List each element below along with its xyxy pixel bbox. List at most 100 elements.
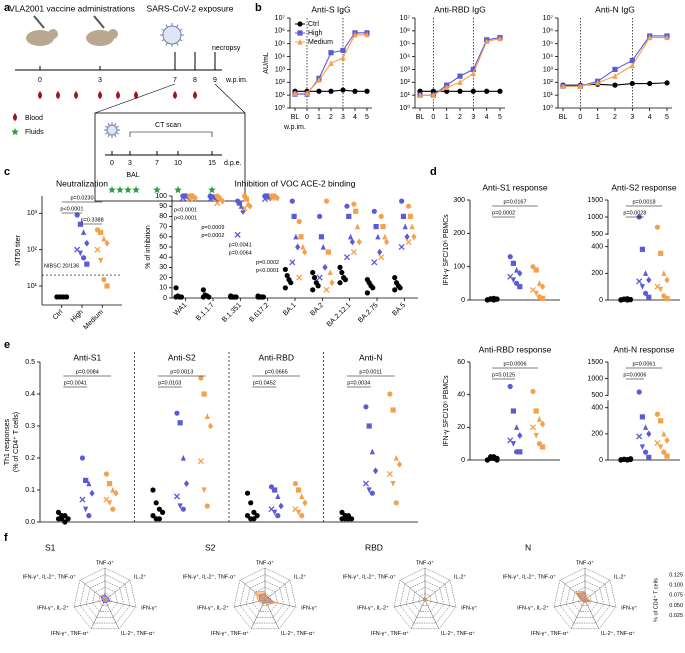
data-point xyxy=(510,408,516,414)
y-tick-label: 10⁴ xyxy=(542,53,553,60)
grid-ring xyxy=(418,593,432,607)
data-point xyxy=(494,457,500,463)
p-value: p=0.0061 xyxy=(632,361,655,367)
data-point xyxy=(612,82,618,88)
data-point xyxy=(533,432,539,439)
y-tick-label: 10³ xyxy=(275,66,286,73)
data-point xyxy=(198,375,204,381)
radar-axis xyxy=(393,599,426,608)
grid-ring xyxy=(258,593,272,607)
data-point xyxy=(62,513,68,519)
chart-title: Neutralization xyxy=(56,178,108,188)
fluid-star xyxy=(208,186,216,194)
x-tick-label: BL xyxy=(291,114,300,121)
data-point xyxy=(396,461,403,468)
data-point xyxy=(643,290,649,296)
data-point xyxy=(612,73,618,79)
data-point xyxy=(328,88,334,94)
data-point xyxy=(382,233,388,240)
fluid-star xyxy=(124,186,132,194)
data-point xyxy=(387,391,393,397)
data-point xyxy=(192,194,198,202)
data-point xyxy=(236,200,243,206)
data-point xyxy=(254,513,260,519)
data-point xyxy=(352,88,358,94)
axis-label: IFN-γ⁺ xyxy=(461,605,477,612)
data-point xyxy=(372,467,379,475)
data-point xyxy=(370,285,376,291)
data-point xyxy=(316,88,322,94)
data-point xyxy=(646,276,652,284)
data-point xyxy=(293,233,299,240)
data-point xyxy=(197,458,204,465)
data-point xyxy=(264,193,270,199)
axis-label: IFN-γ⁺, IL-2⁺, TNF-α⁺ xyxy=(343,573,396,580)
p-value: p=0.0002 xyxy=(201,233,224,239)
inset-link xyxy=(94,83,176,114)
chart-title: Anti-S IgG xyxy=(311,4,350,14)
x-tick-label: 0 xyxy=(578,114,582,121)
data-point xyxy=(639,246,645,252)
axis-label: IL-2⁺, TNF-α⁺ xyxy=(601,630,635,637)
data-point xyxy=(302,499,308,507)
data-point xyxy=(106,481,113,487)
panel-label: c xyxy=(4,166,10,178)
data-point xyxy=(173,285,179,291)
data-point xyxy=(318,234,325,240)
y-tick-label: 10⁰ xyxy=(399,104,410,112)
data-point xyxy=(315,283,321,289)
data-point xyxy=(536,416,542,422)
x-tick-label: Medium xyxy=(82,309,105,332)
data-point xyxy=(310,287,316,293)
p-value: p=0.0002 xyxy=(492,210,515,216)
fluid-star xyxy=(174,186,182,194)
data-point xyxy=(646,430,652,438)
blood-drop xyxy=(38,91,42,99)
data-point xyxy=(233,294,239,300)
data-point xyxy=(636,433,643,440)
data-point xyxy=(340,87,346,93)
p-value: p=0.0028 xyxy=(623,210,646,216)
x-tick-label: 2 xyxy=(458,114,462,121)
blood-drop xyxy=(116,91,120,99)
axis-label: TNF-α⁺ xyxy=(416,559,435,566)
y-tick-label: 10³ xyxy=(400,66,411,73)
data-point xyxy=(654,411,661,417)
data-point xyxy=(540,283,546,291)
data-point xyxy=(104,239,110,247)
data-point xyxy=(272,487,278,493)
data-point xyxy=(180,506,186,512)
y-tick-label: 1500 xyxy=(587,197,603,204)
data-point xyxy=(311,275,318,281)
p-value: p=0.0041 xyxy=(229,242,252,248)
diagram-text: SARS-CoV-2 exposure xyxy=(147,3,234,13)
y-tick-label: 90 xyxy=(159,203,167,210)
x-tick-label: B.1.1.7 xyxy=(195,302,216,323)
data-point xyxy=(377,248,383,256)
x-axis-label: w.p.im. xyxy=(283,124,306,131)
data-point xyxy=(244,513,251,519)
y-tick-label: 40 xyxy=(457,392,465,399)
y-tick-label: 500 xyxy=(591,392,603,399)
p-value: p=0.0041 xyxy=(64,380,87,386)
data-point xyxy=(392,275,398,281)
series-line xyxy=(420,37,501,96)
data-point xyxy=(63,294,70,300)
data-point xyxy=(84,261,90,267)
p-value: p=0.0002 xyxy=(256,260,279,266)
grid-ring xyxy=(252,586,278,612)
r-tick-label: 0.025 xyxy=(669,613,683,619)
data-point xyxy=(241,205,248,212)
axis-label: IFN-γ⁺, IL-2⁺, TNF-α⁺ xyxy=(183,573,236,580)
y-tick-label: 0.1 xyxy=(25,487,35,494)
data-point xyxy=(457,88,463,94)
x-tick-label: 1 xyxy=(445,114,449,121)
radar-axis xyxy=(250,599,266,629)
data-point xyxy=(639,284,645,290)
r-tick-label: 0.075 xyxy=(669,593,683,599)
data-point xyxy=(664,80,670,86)
p-value: p=0.0084 xyxy=(76,369,99,375)
data-point xyxy=(386,470,393,478)
y-tick-label: 1000 xyxy=(587,376,603,383)
